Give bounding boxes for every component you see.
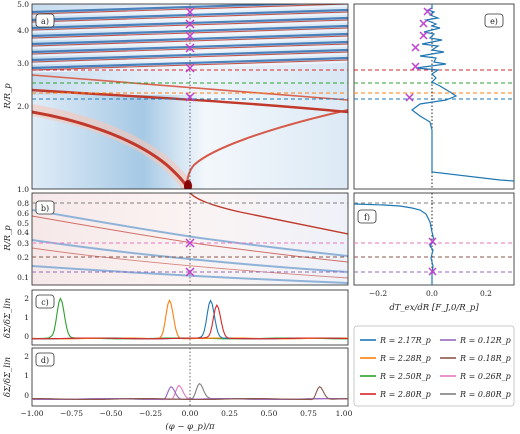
cross-marker xyxy=(185,63,195,73)
svg-text:2: 2 xyxy=(24,352,29,361)
panel-c-yticks: 2 1 0 xyxy=(24,294,29,341)
svg-text:1.00: 1.00 xyxy=(336,409,353,418)
svg-text:1.0: 1.0 xyxy=(17,185,29,194)
svg-text:2: 2 xyxy=(24,294,29,303)
panel-d-ylabel: δΣ/δΣ_lin xyxy=(3,357,13,397)
panel-a-crosses xyxy=(185,7,195,102)
panel-a-yticks: 5.0 4.0 3.0 2.0 1.0 xyxy=(17,0,29,194)
panel-a: a) 5.0 4.0 3.0 2.0 1.0 R/R_p xyxy=(3,0,349,194)
svg-text:4.0: 4.0 xyxy=(17,26,29,35)
legend-label: R = 2.17R_p xyxy=(379,336,431,345)
svg-text:0: 0 xyxy=(24,332,29,341)
legend-label: R = 0.18R_p xyxy=(459,354,511,363)
cross-marker xyxy=(185,19,195,29)
panel-c-lines xyxy=(32,297,348,340)
panel-c: c) 2 1 0 δΣ/δΣ_lin xyxy=(3,289,349,346)
panel-a-label: a) xyxy=(41,17,49,26)
legend-label: R = 0.12R_p xyxy=(459,336,511,345)
panel-b-ylabel: R/R_p xyxy=(3,225,13,252)
svg-text:0.0: 0.0 xyxy=(426,289,438,298)
svg-text:0.1: 0.1 xyxy=(17,273,29,282)
series-line-R280 xyxy=(32,304,348,340)
torque-curve-e xyxy=(411,4,515,182)
panel-f-xticks: −0.2 0.0 0.2 xyxy=(369,289,492,298)
panel-f-xlabel: dT_ex/dR [F_J,0/R_p] xyxy=(389,303,479,313)
panel-b-yticks: 0.8 0.6 0.5 0.4 0.3 0.2 0.1 xyxy=(17,199,29,282)
panel-e: e) xyxy=(353,3,515,190)
svg-text:0.4: 0.4 xyxy=(17,228,29,237)
svg-text:0.2: 0.2 xyxy=(17,253,29,262)
panel-f: f) −0.2 0.0 0.2 dT_ex/dR [F_J,0/R_p] xyxy=(353,192,515,313)
panel-f-label: f) xyxy=(364,213,370,222)
svg-text:5.0: 5.0 xyxy=(17,0,29,9)
panel-f-crosses xyxy=(428,237,437,276)
panel-d-yticks: 2 1 0 xyxy=(24,352,29,400)
svg-text:0.00: 0.00 xyxy=(182,409,199,418)
svg-text:1: 1 xyxy=(24,371,29,380)
svg-text:2.0: 2.0 xyxy=(17,102,29,111)
legend-label: R = 2.50R_p xyxy=(379,372,431,381)
cross-marker xyxy=(185,92,195,102)
series-line-R018 xyxy=(32,385,348,401)
svg-text:0.3: 0.3 xyxy=(17,239,29,248)
panel-c-ylabel: δΣ/δΣ_lin xyxy=(3,298,13,338)
panel-a-spiral-stripes xyxy=(32,4,348,73)
svg-text:0.8: 0.8 xyxy=(17,199,29,208)
legend-label: R = 2.28R_p xyxy=(379,354,431,363)
svg-text:−0.2: −0.2 xyxy=(369,289,387,298)
legend-label: R = 0.26R_p xyxy=(459,372,511,381)
torque-curve-f xyxy=(353,203,435,285)
panel-c-label: c) xyxy=(41,298,49,307)
svg-text:0.2: 0.2 xyxy=(480,289,492,298)
panel-b-wake xyxy=(32,193,348,284)
svg-text:0.75: 0.75 xyxy=(300,409,317,418)
svg-text:3.0: 3.0 xyxy=(17,59,29,68)
x-ticks: −1.00 −0.75 −0.50 −0.25 0.00 0.25 0.50 0… xyxy=(21,409,353,418)
cross-marker xyxy=(185,31,195,41)
panel-a-ylabel: R/R_p xyxy=(3,83,13,110)
panel-d-lines xyxy=(32,382,348,401)
panel-e-label: e) xyxy=(490,17,498,26)
svg-text:0.5: 0.5 xyxy=(17,219,29,228)
svg-text:0.50: 0.50 xyxy=(261,409,278,418)
svg-text:−1.00: −1.00 xyxy=(21,409,44,418)
panel-b: b) 0.8 0.6 0.5 0.4 0.3 0.2 0.1 R/R_p xyxy=(3,192,349,286)
panel-d: d) 2 1 0 δΣ/δΣ_lin −1.00 −0.75 −0.50 −0.… xyxy=(3,347,353,432)
svg-text:−0.75: −0.75 xyxy=(60,409,83,418)
svg-text:0.25: 0.25 xyxy=(221,409,238,418)
panel-b-label: b) xyxy=(41,204,49,213)
legend-label: R = 0.80R_p xyxy=(459,390,511,399)
svg-text:−0.25: −0.25 xyxy=(139,409,162,418)
legend: R = 2.17R_p R = 0.12R_p R = 2.28R_p R = 0.1… xyxy=(353,325,515,407)
panel-d-label: d) xyxy=(41,356,49,365)
legend-label: R = 2.80R_p xyxy=(379,390,431,399)
panel-b-crosses xyxy=(185,238,195,277)
svg-text:0.6: 0.6 xyxy=(17,209,29,218)
svg-text:0: 0 xyxy=(24,391,29,400)
svg-text:1: 1 xyxy=(24,313,29,322)
cross-marker xyxy=(185,43,195,53)
cross-marker xyxy=(185,7,195,17)
panel-e-crosses xyxy=(405,7,432,102)
svg-text:−0.50: −0.50 xyxy=(100,409,123,418)
x-axis-label: (φ − φ_p)/π xyxy=(165,421,215,432)
